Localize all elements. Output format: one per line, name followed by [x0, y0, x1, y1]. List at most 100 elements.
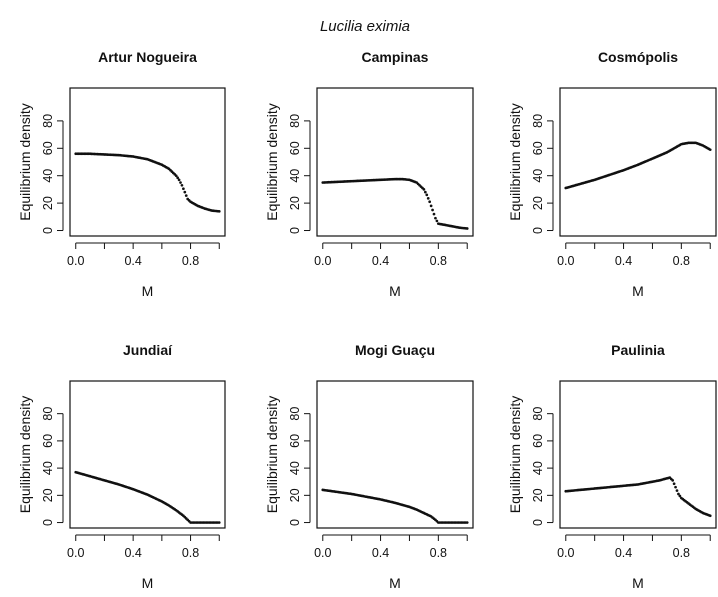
plot-frame [559, 87, 717, 237]
x-tick-label: 0.8 [673, 546, 690, 560]
y-axis-label: Equilibrium density [17, 103, 33, 221]
y-tick-label: 80 [288, 114, 302, 128]
data-point [672, 482, 676, 486]
y-tick-label: 80 [41, 114, 55, 128]
panel-1: Artur Nogueira 0 20 40 60 80 0.0 0.4 0.8 M Equilib… [17, 49, 226, 299]
data-point [217, 521, 221, 524]
y-tick-label: 20 [531, 488, 545, 502]
x-tick-label: 0.4 [615, 254, 632, 268]
x-tick-label: 0.8 [673, 254, 690, 268]
y-tick-label: 60 [288, 434, 302, 448]
data-series [564, 476, 712, 518]
y-tick-label: 0 [288, 227, 302, 234]
data-point [434, 216, 437, 220]
x-tick-label: 0.4 [615, 546, 632, 560]
y-tick-label: 80 [41, 407, 55, 421]
x-axis-label: M [632, 575, 644, 591]
panel-4: Jundiaí 0 20 40 60 80 0.0 0.4 0.8 M Equilibrium de… [17, 342, 226, 591]
x-axis-label: M [142, 575, 154, 591]
panel-6: Paulinia 0 20 40 60 80 0.0 0.4 0.8 M Equilibrium d… [507, 342, 717, 591]
data-point [674, 485, 677, 489]
data-point [428, 200, 432, 204]
data-point [180, 183, 184, 187]
data-point [183, 190, 187, 194]
x-tick-label: 0.8 [182, 254, 199, 268]
panel-title: Jundiaí [123, 342, 173, 358]
y-tick-label: 40 [288, 169, 302, 183]
data-series [564, 141, 712, 190]
data-point [435, 219, 439, 223]
data-series [74, 152, 221, 213]
x-tick-label: 0.0 [314, 254, 331, 268]
data-point [708, 148, 712, 152]
y-tick-label: 20 [41, 196, 55, 210]
y-axis-label: Equilibrium density [507, 103, 523, 221]
data-point [677, 492, 680, 496]
plot-frame [559, 380, 717, 529]
y-axis-label: Equilibrium density [264, 396, 280, 514]
y-tick-label: 0 [41, 227, 55, 234]
y-axis-label: Equilibrium density [264, 103, 280, 221]
data-point [425, 193, 429, 197]
y-tick-label: 20 [41, 488, 55, 502]
panel-3: Cosmópolis 0 20 40 60 80 0.0 0.4 0.8 M Equilibrium… [507, 49, 717, 299]
data-point [708, 514, 712, 518]
data-point [422, 188, 426, 191]
plot-frame [69, 380, 226, 529]
data-point [431, 208, 434, 212]
y-tick-label: 60 [288, 141, 302, 155]
y-tick-label: 0 [288, 519, 302, 526]
data-point [217, 209, 221, 213]
data-point [179, 181, 182, 184]
y-tick-label: 60 [41, 434, 55, 448]
data-point [177, 178, 181, 182]
data-series [321, 488, 469, 524]
y-tick-label: 20 [288, 488, 302, 502]
data-series [321, 177, 469, 230]
y-tick-label: 20 [531, 196, 545, 210]
plot-frame [316, 87, 474, 237]
x-tick-label: 0.8 [430, 254, 447, 268]
x-tick-label: 0.4 [124, 546, 141, 560]
panel-title: Mogi Guaçu [355, 342, 435, 358]
data-series [74, 470, 221, 524]
panel-title: Artur Nogueira [98, 49, 197, 65]
data-point [678, 494, 682, 498]
x-tick-label: 0.0 [557, 254, 574, 268]
data-point [675, 489, 679, 492]
y-tick-label: 80 [531, 407, 545, 421]
data-point [671, 479, 675, 482]
x-tick-label: 0.4 [372, 546, 389, 560]
data-point [426, 196, 430, 200]
panel-title: Cosmópolis [598, 49, 678, 65]
y-tick-label: 20 [288, 196, 302, 210]
panel-5: Mogi Guaçu 0 20 40 60 80 0.0 0.4 0.8 M Equilibrium… [264, 342, 474, 591]
x-axis-label: M [389, 283, 401, 299]
y-tick-label: 0 [531, 227, 545, 234]
y-tick-label: 40 [531, 169, 545, 183]
x-tick-label: 0.4 [124, 254, 141, 268]
plot-frame [69, 87, 226, 237]
data-point [174, 174, 178, 178]
figure-supertitle: Lucilia eximia [320, 18, 410, 35]
data-point [432, 212, 436, 216]
x-tick-label: 0.8 [430, 546, 447, 560]
plot-frame [316, 380, 474, 529]
panels-group: Artur Nogueira 0 20 40 60 80 0.0 0.4 0.8 M Equilib… [17, 49, 717, 591]
x-tick-label: 0.8 [182, 546, 199, 560]
y-tick-label: 40 [41, 169, 55, 183]
x-tick-label: 0.0 [67, 546, 84, 560]
y-tick-label: 0 [531, 519, 545, 526]
y-axis-label: Equilibrium density [17, 396, 33, 514]
y-axis-label: Equilibrium density [507, 396, 523, 514]
y-tick-label: 0 [41, 519, 55, 526]
x-axis-label: M [389, 575, 401, 591]
panel-2: Campinas 0 20 40 60 80 0.0 0.4 0.8 M Equilibrium d… [264, 49, 474, 299]
panel-title: Campinas [362, 49, 429, 65]
data-point [429, 204, 433, 208]
x-axis-label: M [632, 283, 644, 299]
y-tick-label: 60 [41, 141, 55, 155]
y-tick-label: 80 [531, 114, 545, 128]
